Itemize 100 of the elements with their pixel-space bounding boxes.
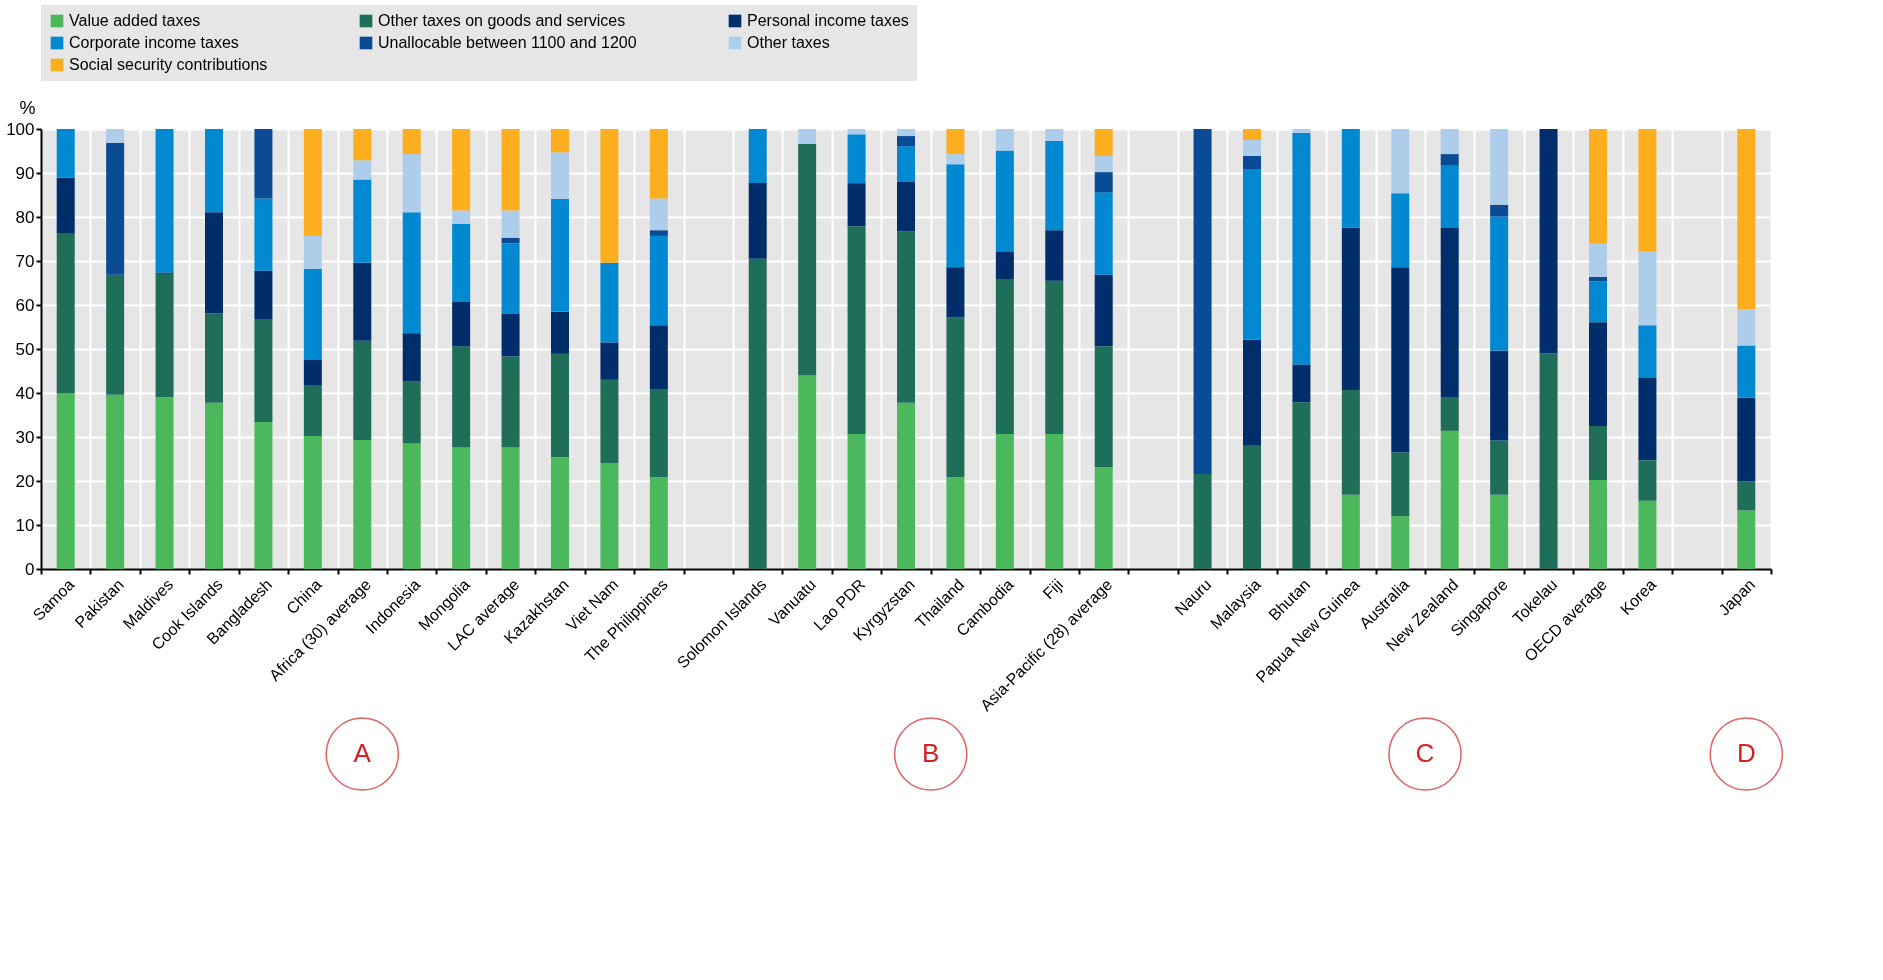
- text: B: [922, 738, 940, 768]
- bar: [106, 129, 125, 143]
- bar: [452, 224, 471, 302]
- bar: [1638, 500, 1657, 569]
- bar: [1243, 129, 1261, 140]
- bar: [1737, 308, 1756, 346]
- bar: [847, 134, 866, 184]
- bar: [600, 129, 619, 263]
- bar: [946, 267, 965, 318]
- bar: [748, 129, 767, 184]
- bar: [1045, 433, 1064, 569]
- bar: [205, 129, 223, 213]
- bar: [1094, 155, 1113, 173]
- bar: [353, 160, 372, 180]
- legend-label: Other taxes on goods and services: [378, 12, 626, 29]
- bar: [847, 433, 866, 569]
- bar: [1391, 516, 1410, 569]
- bar: [551, 152, 569, 199]
- bar: [501, 447, 520, 569]
- bar: [205, 402, 223, 569]
- bar: [1539, 353, 1558, 569]
- bar: [1737, 510, 1756, 569]
- bar: [847, 226, 866, 434]
- bar: [1391, 129, 1410, 194]
- bar: [402, 212, 421, 334]
- bar: [1391, 193, 1410, 268]
- bar: [501, 243, 520, 314]
- bar: [551, 457, 569, 569]
- bar: [452, 129, 471, 211]
- bar: [798, 129, 817, 144]
- bar: [1193, 473, 1212, 569]
- y-tick-label: 90: [15, 163, 35, 183]
- bar: [452, 210, 471, 225]
- bar: [501, 129, 520, 211]
- bar: [452, 346, 471, 448]
- bar: [1341, 389, 1360, 495]
- bar: [1440, 228, 1459, 398]
- bar: [1193, 129, 1212, 474]
- y-tick-label: 80: [15, 207, 35, 227]
- bar: [1440, 165, 1459, 228]
- bar: [402, 443, 421, 569]
- bar: [649, 389, 668, 478]
- bar: [1638, 460, 1657, 501]
- legend-label: Personal income taxes: [747, 12, 909, 29]
- bar: [995, 129, 1014, 151]
- bar: [501, 313, 520, 357]
- bar: [155, 396, 174, 569]
- bar: [56, 233, 75, 393]
- bar: [897, 129, 915, 137]
- bar: [1490, 494, 1509, 569]
- bar: [1440, 154, 1459, 166]
- bar: [946, 164, 965, 268]
- bar: [1737, 397, 1756, 482]
- bar: [748, 258, 767, 569]
- bar: [1341, 129, 1360, 228]
- bar: [1589, 129, 1607, 244]
- bar: [600, 379, 619, 463]
- bar: [995, 279, 1014, 434]
- bar: [501, 356, 520, 448]
- bar: [254, 129, 273, 199]
- bar: [995, 433, 1014, 569]
- bar: [1589, 276, 1607, 282]
- bar: [649, 235, 668, 326]
- bar: [1490, 440, 1509, 495]
- bar: [1490, 216, 1509, 351]
- bar: [946, 129, 965, 155]
- bar: [897, 136, 915, 147]
- bar: [649, 230, 668, 236]
- bar: [353, 340, 372, 441]
- text: D: [1736, 738, 1756, 768]
- bar: [1638, 251, 1657, 326]
- bar: [748, 183, 767, 259]
- bar: [501, 210, 520, 238]
- bar: [353, 179, 372, 263]
- bar: [1045, 230, 1064, 281]
- bar: [1737, 481, 1756, 511]
- bar: [353, 262, 372, 341]
- legend-label: Corporate income taxes: [69, 34, 239, 51]
- legend-label: Value added taxes: [69, 12, 201, 29]
- bar: [551, 353, 569, 458]
- bar: [155, 273, 174, 397]
- bar: [303, 129, 322, 236]
- bar: [1440, 129, 1459, 155]
- bar: [1737, 345, 1756, 398]
- bar: [1737, 129, 1756, 309]
- bar: [1045, 140, 1064, 231]
- bar: [1094, 172, 1113, 193]
- y-tick-label: 100: [6, 119, 35, 139]
- bar: [303, 235, 322, 269]
- y-tick-label: 70: [15, 251, 35, 271]
- bar: [600, 342, 619, 380]
- bar: [1490, 129, 1509, 205]
- bar: [402, 154, 421, 213]
- bar: [847, 129, 866, 135]
- bar: [402, 381, 421, 444]
- y-tick-label: 40: [15, 383, 35, 403]
- bar: [649, 325, 668, 390]
- bar: [897, 402, 915, 569]
- y-tick-label: 0: [25, 559, 35, 579]
- bar: [155, 129, 174, 273]
